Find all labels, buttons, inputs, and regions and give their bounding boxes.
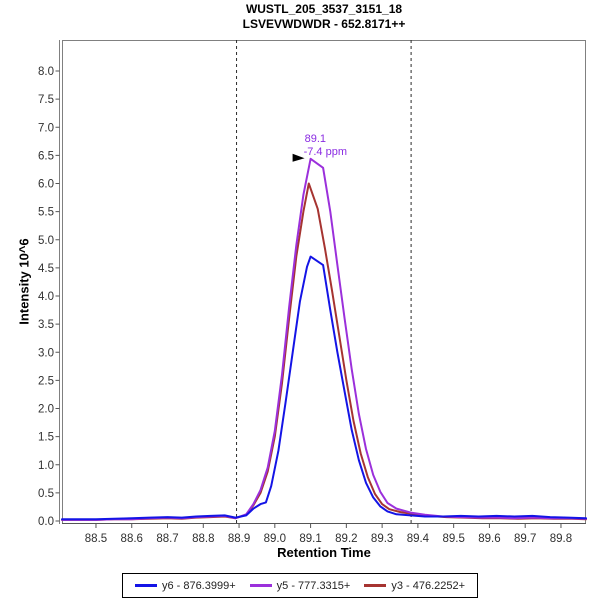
- x-tick-label: 88.5: [85, 533, 107, 545]
- x-axis-title: Retention Time: [277, 545, 371, 560]
- y-tick-label: 4.5: [38, 263, 54, 275]
- x-tick-label: 89.8: [550, 533, 572, 545]
- plot-border: [62, 40, 586, 524]
- y-tick-label: 1.5: [38, 432, 54, 444]
- legend-line-swatch: [364, 584, 387, 587]
- legend-line-swatch: [249, 584, 272, 587]
- x-tick-label: 89.0: [264, 533, 286, 545]
- y-tick-label: 7.5: [38, 94, 54, 106]
- x-tick-label: 88.6: [121, 533, 143, 545]
- legend-line-swatch: [134, 584, 157, 587]
- y-tick-label: 6.5: [38, 150, 54, 162]
- x-tick-label: 89.7: [514, 533, 536, 545]
- y-tick-label: 0.0: [38, 516, 54, 528]
- legend-label: y6 - 876.3999+: [161, 579, 236, 592]
- x-tick-label: 88.9: [228, 533, 250, 545]
- y-tick-label: 0.5: [38, 488, 54, 500]
- x-tick-label: 89.6: [478, 533, 500, 545]
- y-tick-label: 3.5: [38, 319, 54, 331]
- y-tick-label: 1.0: [38, 460, 54, 472]
- y-tick-label: 4.0: [38, 291, 54, 303]
- y-tick-label: 8.0: [38, 66, 54, 78]
- series-trace-y6[interactable]: [61, 255, 587, 521]
- legend-item-y6: y6 - 876.3999+: [134, 579, 236, 592]
- legend-label: y5 - 777.3315+: [276, 579, 351, 592]
- y-axis-title: Intensity 10^6: [16, 238, 32, 325]
- legend-item-y3: y3 - 476.2252+: [364, 580, 465, 592]
- x-tick-label: 88.7: [156, 533, 178, 545]
- legend-box: y6 - 876.3999+ y5 - 777.3315+ y3 - 476.225…: [121, 573, 479, 598]
- x-tick-label: 89.5: [442, 533, 464, 545]
- x-tick-label: 89.4: [407, 533, 430, 545]
- y-tick-label: 7.0: [38, 122, 54, 134]
- chart-title-line1: WUSTL_205_3537_3151_18: [245, 2, 403, 16]
- y-tick-label: 3.0: [38, 347, 54, 359]
- x-tick-label: 89.3: [371, 533, 393, 545]
- x-tick-label: 89.2: [335, 533, 357, 545]
- y-tick-label: 2.5: [38, 375, 54, 387]
- y-tick-label: 5.0: [38, 235, 54, 247]
- chart-title: WUSTL_205_3537_3151_18 LSVEVWDWDR - 652.…: [62, 2, 586, 32]
- x-tick-label: 89.1: [299, 533, 321, 545]
- annotation-ppm: -7.4 ppm: [304, 146, 347, 158]
- legend: y6 - 876.3999+ y5 - 777.3315+ y3 - 476.225…: [0, 573, 600, 598]
- annotation-rt: 89.1: [305, 133, 326, 145]
- legend-item-y5: y5 - 777.3315+: [249, 579, 351, 592]
- y-tick-label: 2.0: [38, 404, 54, 416]
- legend-label: y3 - 476.2252+: [391, 579, 466, 592]
- annotation-arrow-icon: [292, 153, 305, 162]
- y-tick-label: 6.0: [38, 179, 54, 191]
- x-tick-label: 88.8: [192, 533, 214, 545]
- y-tick-label: 5.5: [38, 207, 54, 219]
- chart-title-line2: LSVEVWDWDR - 652.8171++: [242, 17, 406, 31]
